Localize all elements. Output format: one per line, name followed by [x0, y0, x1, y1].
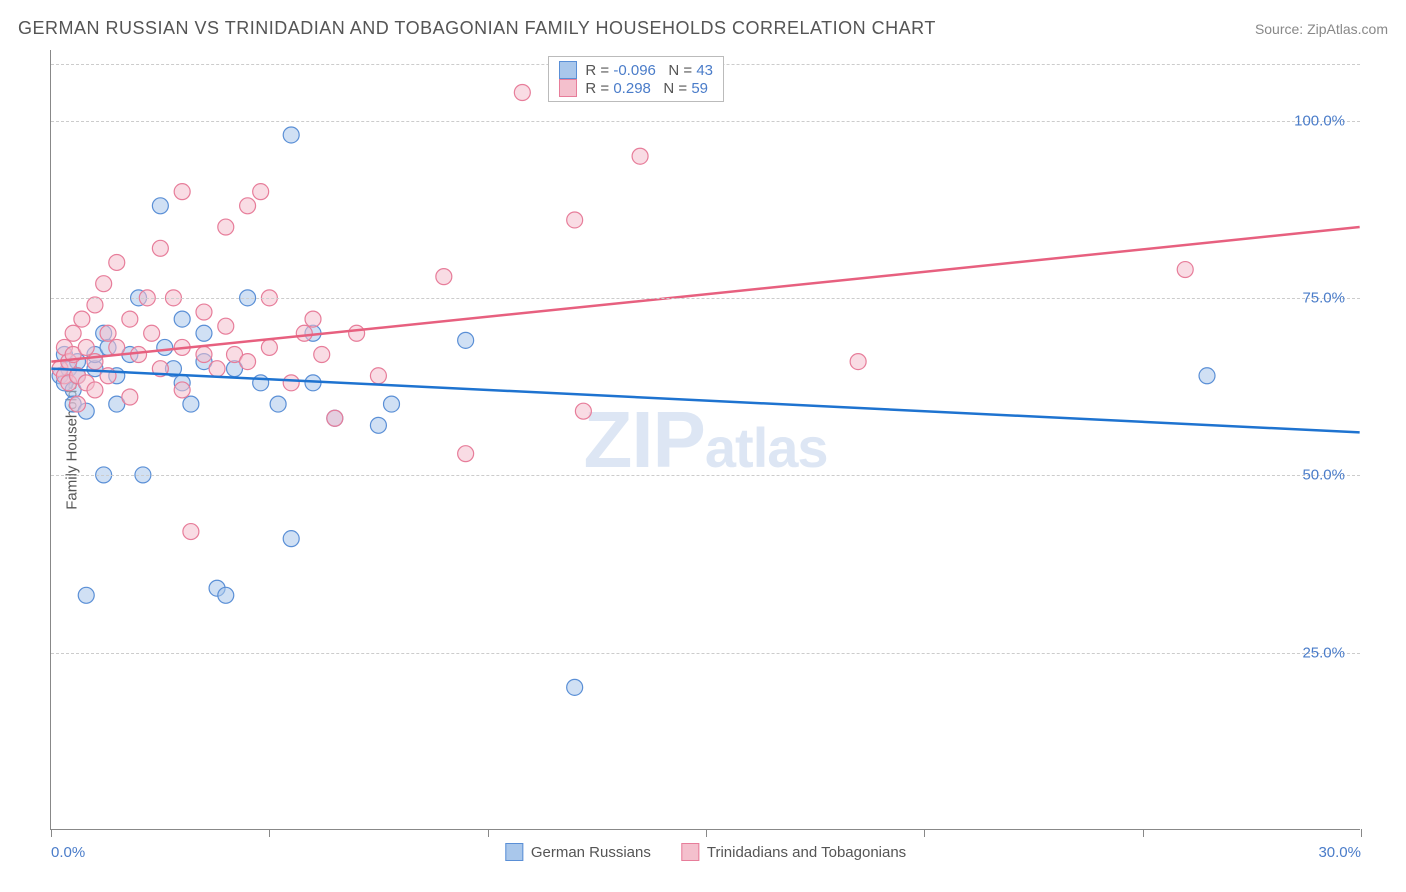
scatter-point	[183, 396, 199, 412]
legend-stats: R = -0.096 N = 43	[585, 62, 713, 79]
legend-row: R = -0.096 N = 43	[559, 61, 713, 79]
scatter-point	[349, 325, 365, 341]
scatter-point	[370, 368, 386, 384]
scatter-point	[1177, 262, 1193, 278]
source-attribution: Source: ZipAtlas.com	[1255, 21, 1388, 37]
scatter-point	[209, 361, 225, 377]
scatter-point	[575, 403, 591, 419]
scatter-point	[174, 311, 190, 327]
x-tick	[488, 829, 489, 837]
scatter-point	[74, 311, 90, 327]
y-tick-label: 50.0%	[1302, 467, 1345, 484]
legend-label: German Russians	[531, 844, 651, 861]
scatter-point	[567, 679, 583, 695]
gridline-horizontal	[51, 121, 1360, 122]
scatter-point	[458, 446, 474, 462]
scatter-point	[196, 325, 212, 341]
scatter-point	[283, 531, 299, 547]
x-tick	[706, 829, 707, 837]
scatter-point	[514, 85, 530, 101]
legend-swatch	[505, 843, 523, 861]
scatter-point	[196, 347, 212, 363]
scatter-point	[305, 311, 321, 327]
legend-item: Trinidadians and Tobagonians	[681, 843, 906, 861]
chart-title: GERMAN RUSSIAN VS TRINIDADIAN AND TOBAGO…	[18, 18, 936, 39]
legend-item: German Russians	[505, 843, 651, 861]
scatter-point	[122, 311, 138, 327]
x-tick	[1361, 829, 1362, 837]
scatter-point	[253, 375, 269, 391]
legend-row: R = 0.298 N = 59	[559, 79, 713, 97]
scatter-point	[218, 219, 234, 235]
x-tick	[924, 829, 925, 837]
chart-plot-area: ZIPatlas 25.0%50.0%75.0%100.0%0.0%30.0%R…	[50, 50, 1360, 830]
scatter-point	[183, 524, 199, 540]
scatter-point	[1199, 368, 1215, 384]
scatter-point	[314, 347, 330, 363]
scatter-point	[261, 339, 277, 355]
legend-label: Trinidadians and Tobagonians	[707, 844, 906, 861]
scatter-point	[65, 325, 81, 341]
scatter-point	[87, 382, 103, 398]
trend-line	[51, 369, 1359, 433]
scatter-point	[632, 148, 648, 164]
scatter-point	[567, 212, 583, 228]
legend-swatch	[559, 79, 577, 97]
scatter-point	[144, 325, 160, 341]
scatter-point	[240, 198, 256, 214]
scatter-point	[253, 184, 269, 200]
y-tick-label: 75.0%	[1302, 290, 1345, 307]
y-tick-label: 25.0%	[1302, 644, 1345, 661]
scatter-point	[270, 396, 286, 412]
scatter-point	[458, 332, 474, 348]
scatter-point	[283, 127, 299, 143]
scatter-point	[70, 396, 86, 412]
scatter-point	[96, 276, 112, 292]
x-tick-label: 0.0%	[51, 844, 85, 861]
legend-stats: R = 0.298 N = 59	[585, 80, 708, 97]
scatter-point	[850, 354, 866, 370]
scatter-point	[78, 339, 94, 355]
scatter-point	[218, 587, 234, 603]
scatter-point	[131, 347, 147, 363]
scatter-point	[240, 354, 256, 370]
scatter-point	[152, 240, 168, 256]
scatter-point	[78, 587, 94, 603]
gridline-horizontal	[51, 653, 1360, 654]
scatter-point	[109, 339, 125, 355]
scatter-point	[327, 410, 343, 426]
scatter-point	[436, 269, 452, 285]
x-tick	[51, 829, 52, 837]
scatter-point	[100, 325, 116, 341]
legend-swatch	[681, 843, 699, 861]
gridline-horizontal	[51, 298, 1360, 299]
y-tick-label: 100.0%	[1294, 112, 1345, 129]
x-tick	[1143, 829, 1144, 837]
scatter-point	[174, 184, 190, 200]
scatter-point	[152, 198, 168, 214]
scatter-point	[218, 318, 234, 334]
correlation-legend: R = -0.096 N = 43R = 0.298 N = 59	[548, 56, 724, 102]
legend-swatch	[559, 61, 577, 79]
scatter-point	[122, 389, 138, 405]
series-legend: German Russians Trinidadians and Tobagoni…	[505, 843, 906, 861]
scatter-point	[296, 325, 312, 341]
scatter-point	[157, 339, 173, 355]
scatter-point	[174, 382, 190, 398]
scatter-svg	[51, 50, 1360, 829]
x-tick-label: 30.0%	[1318, 844, 1361, 861]
scatter-point	[196, 304, 212, 320]
scatter-point	[109, 254, 125, 270]
gridline-horizontal	[51, 475, 1360, 476]
scatter-point	[370, 417, 386, 433]
x-tick	[269, 829, 270, 837]
scatter-point	[384, 396, 400, 412]
scatter-point	[87, 297, 103, 313]
scatter-point	[283, 375, 299, 391]
